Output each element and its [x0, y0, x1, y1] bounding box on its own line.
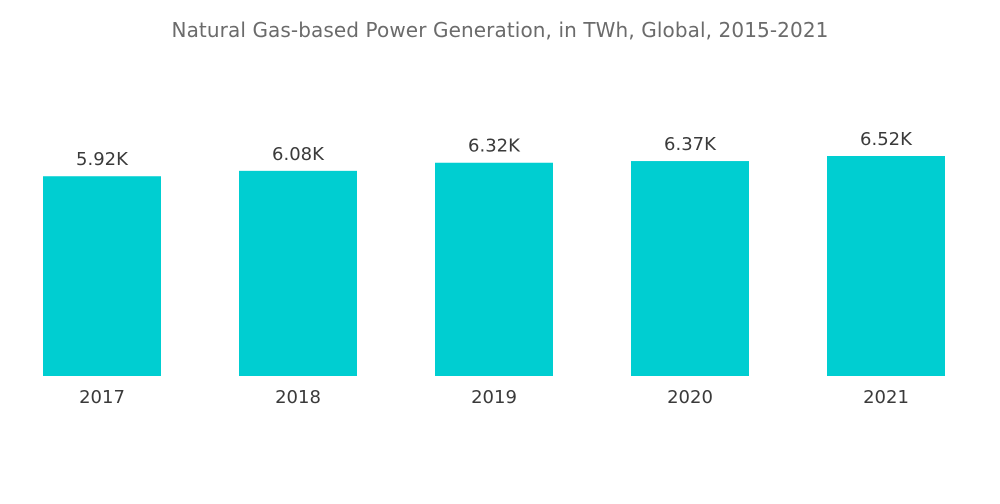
- bar-2018: [239, 170, 357, 376]
- x-tick-label-2017: 2017: [79, 387, 125, 408]
- bars-layer: [43, 156, 945, 376]
- labels-layer: 5.92K 2017 6.08K 2018 6.32K 2019 6.37K 2020 6.52…: [76, 129, 913, 408]
- x-tick-label-2018: 2018: [275, 387, 321, 408]
- data-label-2017: 5.92K: [76, 149, 129, 170]
- x-tick-label-2020: 2020: [667, 387, 713, 408]
- bar-2019: [435, 162, 553, 376]
- bar-2017: [43, 176, 161, 376]
- chart-title: Natural Gas-based Power Generation, in T…: [171, 18, 829, 42]
- x-tick-label-2019: 2019: [471, 387, 517, 408]
- x-tick-label-2021: 2021: [863, 387, 909, 408]
- data-label-2018: 6.08K: [272, 144, 325, 165]
- data-label-2019: 6.32K: [468, 136, 521, 157]
- data-label-2020: 6.37K: [664, 134, 717, 155]
- bar-2021: [827, 156, 945, 376]
- bar-2020: [631, 161, 749, 376]
- data-label-2021: 6.52K: [860, 129, 913, 150]
